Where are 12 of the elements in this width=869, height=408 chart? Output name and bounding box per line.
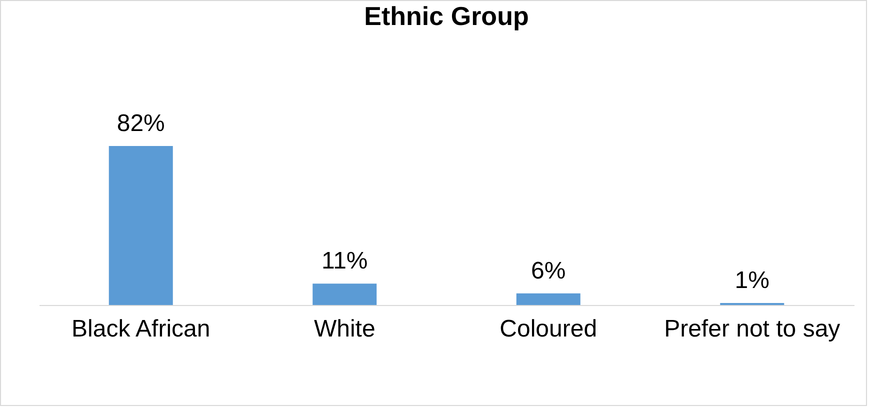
- data-label: 82%: [116, 110, 165, 137]
- data-label: 6%: [531, 257, 566, 284]
- bar: [108, 146, 173, 305]
- data-label: 11%: [321, 248, 368, 275]
- x-tick-label: White: [314, 316, 376, 342]
- x-tick-label: Prefer not to say: [664, 316, 840, 342]
- x-tick-label: Coloured: [500, 316, 598, 342]
- bar: [312, 284, 377, 305]
- bar: [516, 293, 580, 305]
- data-label: 1%: [734, 267, 770, 294]
- chart-title: Ethnic Group: [364, 1, 529, 31]
- x-tick-label: Black African: [72, 316, 210, 342]
